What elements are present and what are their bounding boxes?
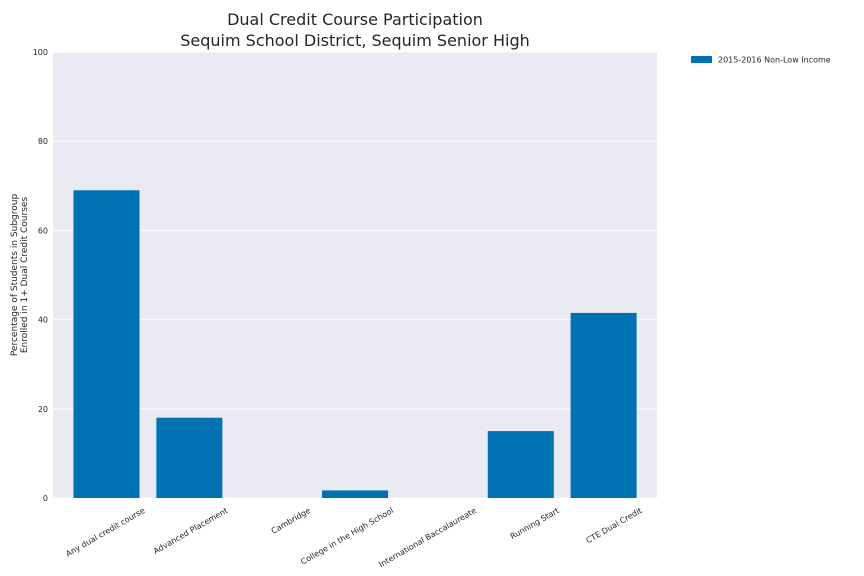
chart-title-line-2: Sequim School District, Sequim Senior Hi… [180,31,529,50]
y-tick-labels: 0 20 40 60 80 100 [33,48,48,503]
bar [570,312,637,498]
bar [322,490,389,498]
x-tick-labels: Any dual credit course Advanced Placement… [64,506,643,569]
y-axis-label-line-2: Enrolled in 1+ Dual Credit Courses [20,197,30,354]
legend-label: 2015-2016 Non-Low Income [718,56,831,65]
y-tick-label: 80 [38,137,48,146]
y-tick-label: 0 [43,494,48,503]
bar [156,417,223,498]
x-tick-label: Any dual credit course [64,506,146,559]
x-tick-label: Cambridge [270,506,313,536]
y-tick-label: 40 [38,316,48,325]
bar [487,431,554,498]
x-tick-label: Advanced Placement [152,506,229,556]
x-tick-label: College in the High School [299,506,395,566]
y-tick-label: 100 [33,48,48,57]
chart-title-line-1: Dual Credit Course Participation [227,10,483,29]
y-tick-label: 60 [38,226,48,235]
legend-swatch [691,56,712,63]
x-tick-label: CTE Dual Credit [585,506,644,545]
gridlines [53,51,657,499]
bars [73,190,637,498]
x-tick-label: International Baccalaureate [377,506,478,569]
bar [73,190,140,498]
legend: 2015-2016 Non-Low Income [691,56,831,65]
y-tick-label: 20 [38,405,48,414]
y-axis-label-line-1: Percentage of Students in Subgroup [10,194,20,357]
x-tick-label: Running Start [509,506,561,541]
plot-area [53,52,657,498]
